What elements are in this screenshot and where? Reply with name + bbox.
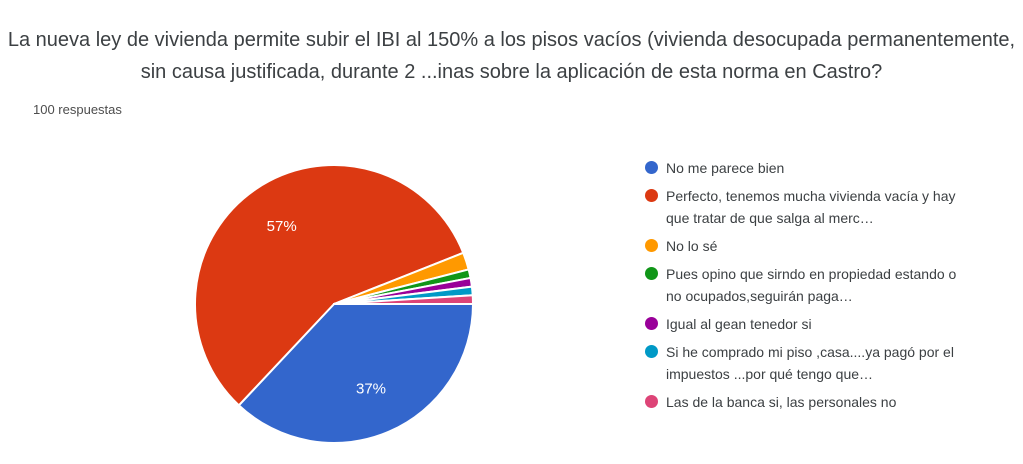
legend-label: No me parece bien: [666, 160, 785, 176]
legend-item-6: Las de la banca si, las personales no: [645, 391, 975, 413]
legend-item-1: Perfecto, tenemos mucha vivienda vacía y…: [645, 185, 975, 229]
chart-legend: No me parece bien Perfecto, tenemos mucha…: [645, 157, 975, 419]
legend-item-0: No me parece bien: [645, 157, 975, 179]
legend-label: Igual al gean tenedor si: [666, 316, 812, 332]
legend-swatch-icon: [645, 345, 658, 358]
legend-item-5: Si he comprado mi piso ,casa....ya pagó …: [645, 341, 975, 385]
legend-swatch-icon: [645, 317, 658, 330]
legend-swatch-icon: [645, 395, 658, 408]
pie-slice-6[interactable]: [333, 294, 475, 305]
legend-item-4: Igual al gean tenedor si: [645, 313, 975, 335]
pie-chart: 37% 57%: [150, 130, 550, 464]
pie-slice-0[interactable]: [237, 303, 474, 444]
legend-swatch-icon: [645, 161, 658, 174]
pie-slice-percent-label-0: 37%: [356, 380, 386, 397]
legend-swatch-icon: [645, 267, 658, 280]
legend-label: Perfecto, tenemos mucha vivienda vacía y…: [666, 188, 956, 226]
legend-label: Las de la banca si, las personales no: [666, 394, 897, 410]
legend-label: Si he comprado mi piso ,casa....ya pagó …: [666, 344, 954, 382]
legend-label: Pues opino que sirndo en propiedad estan…: [666, 266, 957, 304]
responses-count: 100 respuestas: [33, 102, 122, 117]
pie-slice-percent-label-1: 57%: [267, 218, 297, 235]
legend-item-2: No lo sé: [645, 235, 975, 257]
page-title: La nueva ley de vivienda permite subir e…: [7, 29, 1016, 83]
legend-item-3: Pues opino que sirndo en propiedad estan…: [645, 263, 975, 307]
legend-label: No lo sé: [666, 238, 718, 254]
pie-slice-1[interactable]: [194, 164, 465, 407]
legend-swatch-icon: [645, 189, 658, 202]
legend-swatch-icon: [645, 239, 658, 252]
